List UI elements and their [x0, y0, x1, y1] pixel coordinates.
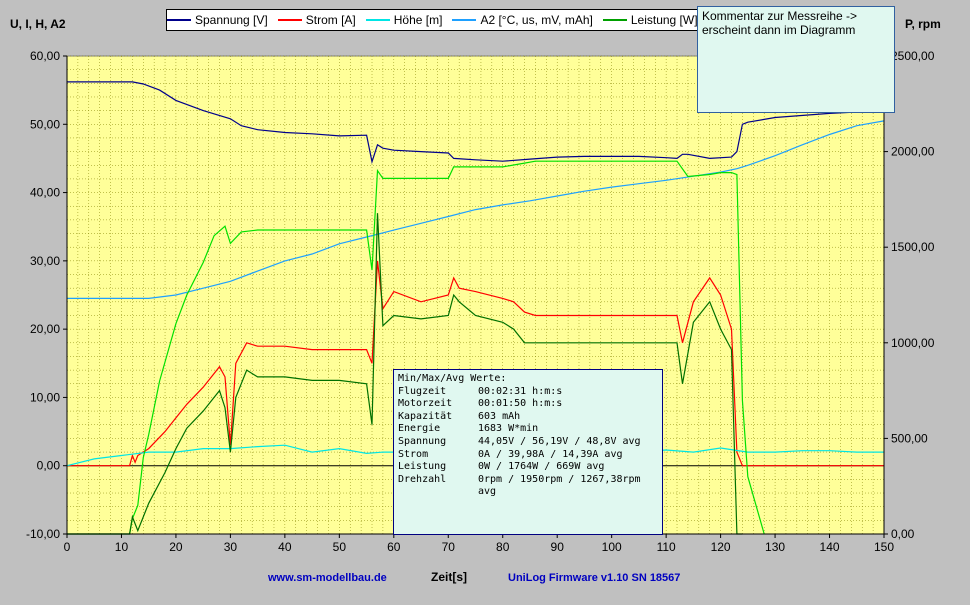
y-axis-left-title: U, I, H, A2: [10, 17, 66, 31]
stats-key: Motorzeit: [398, 398, 453, 410]
y-left-tick-label: 60,00: [30, 49, 60, 63]
stats-title: Min/Max/Avg Werte:: [398, 373, 507, 384]
x-tick-label: 80: [496, 540, 510, 554]
series-leistung-w: [67, 160, 765, 535]
x-tick-label: 100: [602, 540, 622, 554]
stats-value: 0W / 1764W / 669W avg: [478, 461, 605, 473]
legend-item: Leistung [W]: [602, 13, 698, 27]
legend-swatch: [452, 19, 477, 21]
series-a2-c-us-mv-mah: [67, 120, 885, 299]
y-right-tick-label: 0,00: [891, 527, 915, 541]
y-left-tick-label: 30,00: [30, 254, 60, 268]
x-axis-title: Zeit[s]: [431, 570, 467, 584]
legend-label: A2 [°C, us, mV, mAh]: [480, 13, 593, 27]
y-right-tick-label: 2500,00: [891, 49, 935, 63]
stats-key: Energie: [398, 423, 441, 435]
y-left-tick-label: 10,00: [30, 390, 60, 404]
firmware-label: UniLog Firmware v1.10 SN 18567: [508, 572, 681, 584]
legend-label: Leistung [W]: [630, 13, 698, 27]
y-left-tick-label: 0,00: [37, 459, 61, 473]
x-tick-label: 150: [874, 540, 894, 554]
x-tick-label: 110: [657, 540, 676, 554]
x-tick-label: 50: [333, 540, 347, 554]
stats-value: 44,05V / 56,19V / 48,8V avg: [478, 435, 641, 447]
legend-swatch: [167, 19, 191, 21]
y-axis-right-title: P, rpm: [905, 17, 941, 31]
x-tick-label: 60: [387, 540, 401, 554]
stats-key: Spannung: [398, 435, 447, 447]
y-right-tick-label: 2000,00: [891, 145, 935, 159]
series-spannung-v: [67, 81, 885, 165]
stats-key: Drehzahl: [398, 473, 447, 485]
stats-key: Kapazität: [398, 410, 453, 422]
x-tick-label: 40: [278, 540, 292, 554]
x-tick-label: 10: [115, 540, 129, 554]
stats-value: 00:01:50 h:m:s: [478, 398, 563, 410]
y-left-tick-label: 50,00: [30, 117, 60, 131]
series-lines: [66, 81, 885, 535]
series-drehzahl-rpm: [67, 213, 743, 535]
stats-value: 1683 W*min: [478, 423, 539, 435]
y-left-tick-label: 20,00: [30, 322, 60, 336]
stats-row: Kapazität 603 mAh: [398, 411, 658, 424]
y-left-tick-label: 40,00: [30, 186, 60, 200]
stats-value: 0A / 39,98A / 14,39A avg: [478, 448, 623, 460]
legend-swatch: [365, 19, 390, 21]
legend-label: Strom [A]: [305, 13, 356, 27]
stats-key: Leistung: [398, 461, 447, 473]
legend-item: Höhe [m]: [365, 13, 443, 27]
stats-rows: Flugzeit 00:02:31 h:m:s Motorzeit 00:01:50 …: [398, 386, 658, 499]
y-right-tick-label: 1000,00: [891, 336, 935, 350]
stats-value: 00:02:31 h:m:s: [478, 385, 563, 397]
legend-item: Spannung [V]: [167, 13, 268, 27]
comment-box: Kommentar zur Messreihe -> erscheint dan…: [697, 6, 895, 113]
y-right-tick-label: 500,00: [891, 431, 928, 445]
x-tick-label: 90: [551, 540, 565, 554]
stats-value: 0rpm / 1950rpm / 1267,38rpm avg: [478, 473, 641, 498]
legend-label: Höhe [m]: [393, 13, 443, 27]
stats-row: Spannung 44,05V / 56,19V / 48,8V avg: [398, 436, 658, 449]
y-right-tick-label: 1500,00: [891, 240, 935, 254]
x-tick-label: 120: [711, 540, 731, 554]
x-tick-label: 140: [820, 540, 840, 554]
stats-row: Energie 1683 W*min: [398, 423, 658, 436]
axes: 0 10 20 30 40 50 60 70 80 90 100 110 120 130 140 150 60,…: [26, 49, 935, 554]
legend-item: Strom [A]: [277, 13, 356, 27]
legend-item: A2 [°C, us, mV, mAh]: [452, 13, 593, 27]
stats-row: Strom 0A / 39,98A / 14,39A avg: [398, 449, 658, 462]
stats-key: Flugzeit: [398, 385, 447, 397]
stats-row: Motorzeit 00:01:50 h:m:s: [398, 398, 658, 411]
x-tick-label: 30: [224, 540, 238, 554]
legend: Spannung [V] Strom [A] Höhe [m] A2 [°C, us,…: [166, 9, 698, 31]
stats-row: Leistung 0W / 1764W / 669W avg: [398, 461, 658, 474]
legend-label: Spannung [V]: [195, 13, 268, 27]
stats-row: Flugzeit 00:02:31 h:m:s: [398, 386, 658, 399]
legend-swatch: [277, 19, 302, 21]
stats-value: 603 mAh: [478, 410, 521, 422]
x-tick-label: 20: [169, 540, 183, 554]
x-tick-label: 130: [765, 540, 785, 554]
x-tick-label: 70: [442, 540, 456, 554]
stats-key: Strom: [398, 448, 429, 460]
series-strom-a: [67, 260, 884, 467]
stats-row: Drehzahl 0rpm / 1950rpm / 1267,38rpm avg: [398, 474, 658, 499]
website-link[interactable]: www.sm-modellbau.de: [268, 572, 387, 584]
y-left-tick-label: -10,00: [26, 527, 60, 541]
x-tick-label: 0: [64, 540, 71, 554]
legend-swatch: [602, 19, 627, 21]
stats-box: Min/Max/Avg Werte: Flugzeit 00:02:31 h:m:…: [393, 369, 663, 535]
